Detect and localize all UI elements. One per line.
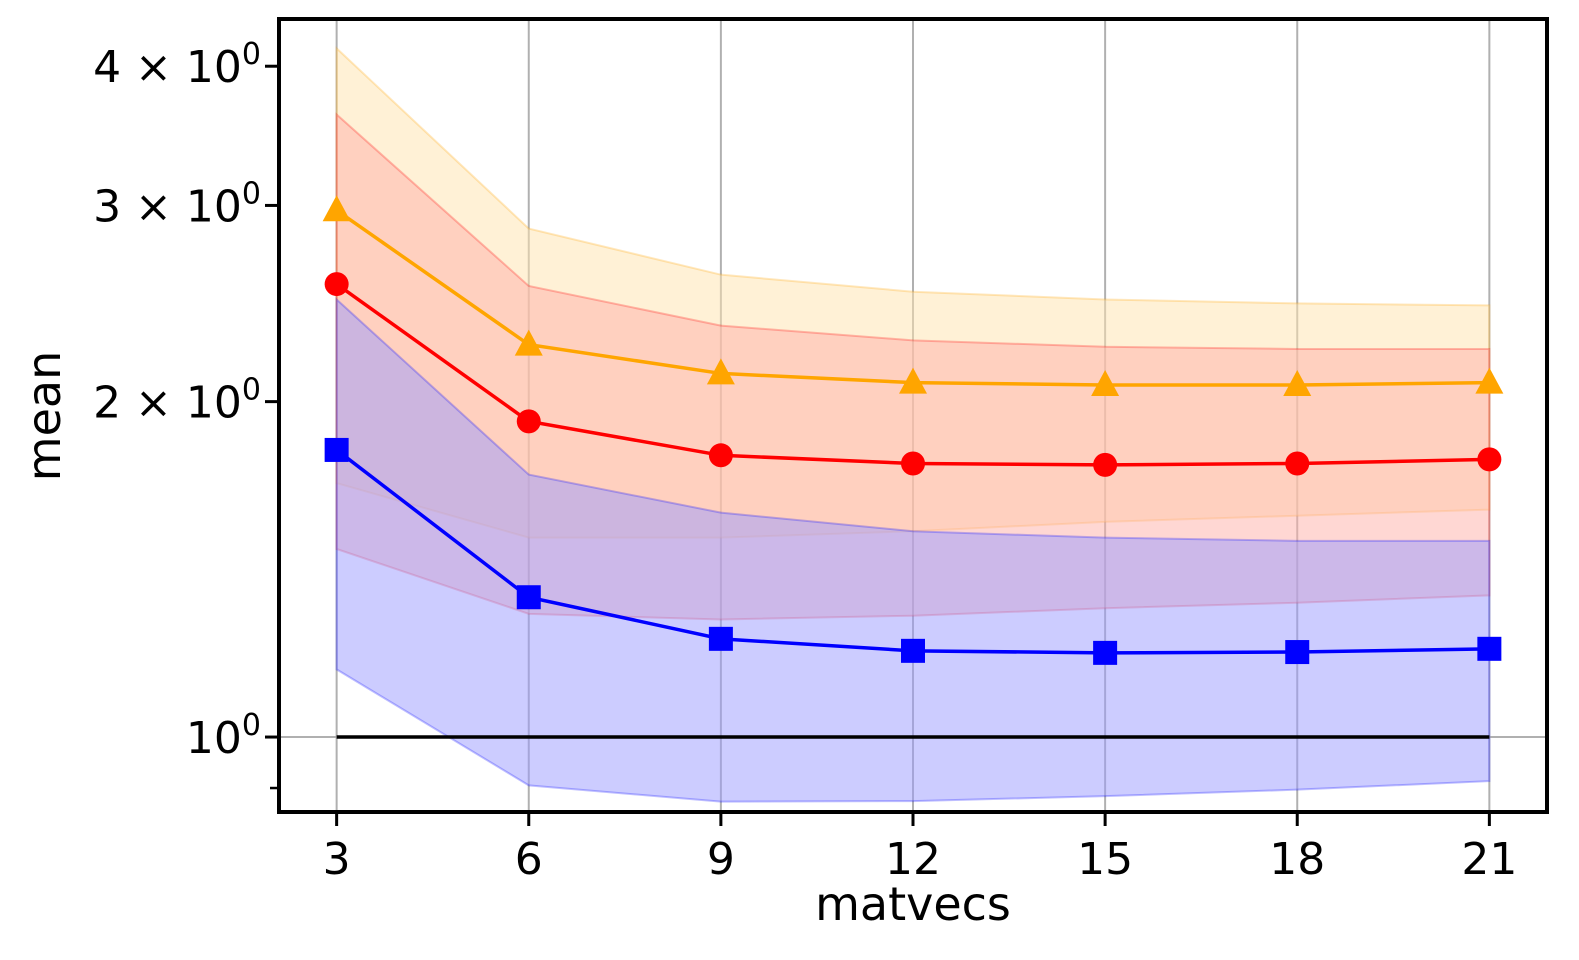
x-tick-label: 9 [707, 834, 735, 885]
marker-blue [324, 437, 349, 462]
series-markers [322, 195, 1504, 665]
marker-orange [1091, 369, 1120, 396]
y-tick-label: 4 × 100 [93, 37, 261, 93]
x-tick-label: 12 [885, 834, 941, 885]
x-axis-label: matvecs [815, 877, 1011, 931]
marker-blue [708, 626, 733, 651]
y-axis-label: mean [17, 351, 71, 481]
band-blue [335, 297, 1491, 803]
y-tick-mantissa: 10 [186, 713, 242, 764]
marker-blue [516, 585, 541, 610]
marker-red [1093, 452, 1118, 477]
axis-ticks [265, 64, 1491, 826]
marker-blue [1093, 640, 1118, 665]
y-tick-exponent: 0 [242, 708, 261, 743]
marker-blue [1285, 640, 1310, 665]
marker-red [708, 443, 733, 468]
y-tick-mantissa: 2 × 10 [93, 378, 242, 429]
marker-red [1285, 451, 1310, 476]
marker-orange [322, 195, 351, 222]
y-tick-label: 100 [186, 708, 261, 764]
marker-red [324, 272, 349, 297]
confidence-bands [335, 46, 1491, 803]
marker-orange [899, 367, 927, 394]
marker-blue [1477, 636, 1502, 661]
y-tick-mantissa: 3 × 10 [93, 181, 242, 232]
marker-blue [901, 638, 925, 663]
y-tick-exponent: 0 [242, 373, 261, 408]
x-tick-labels: 3 6 9 12 15 18 21 [323, 834, 1518, 885]
marker-orange [514, 329, 543, 356]
x-tick-label: 15 [1077, 834, 1133, 885]
marker-orange [1475, 367, 1504, 394]
y-tick-exponent: 0 [242, 176, 261, 211]
marker-orange [1283, 369, 1312, 396]
y-tick-label: 3 × 100 [93, 176, 261, 232]
x-tick-label: 21 [1461, 834, 1517, 885]
y-tick-mantissa: 4 × 10 [93, 42, 242, 93]
marker-red [1477, 447, 1502, 472]
marker-orange [706, 358, 735, 385]
y-tick-label: 2 × 100 [93, 373, 261, 429]
x-tick-label: 18 [1269, 834, 1325, 885]
y-tick-exponent: 0 [242, 37, 261, 72]
x-tick-label: 6 [515, 834, 543, 885]
marker-red [516, 409, 541, 434]
marker-red [901, 451, 925, 476]
x-tick-label: 3 [323, 834, 351, 885]
